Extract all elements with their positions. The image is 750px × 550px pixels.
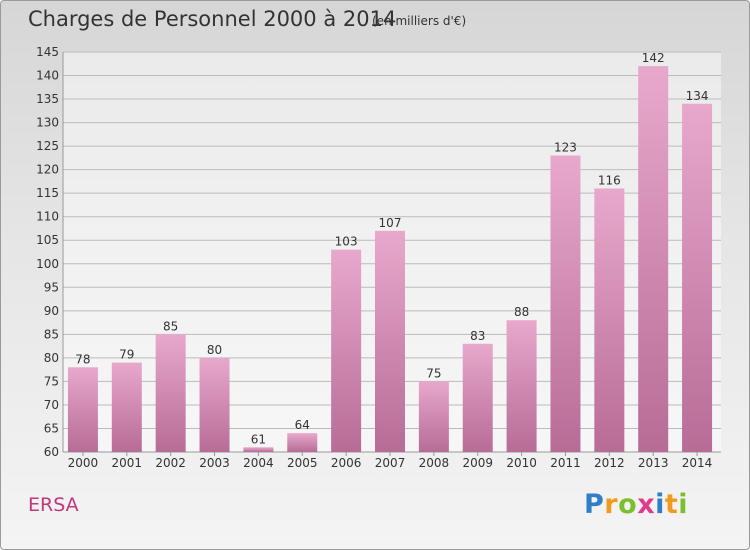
y-tick-label: 95 <box>44 280 59 294</box>
x-tick-label: 2008 <box>419 456 450 470</box>
y-tick-label: 85 <box>44 327 59 341</box>
data-label: 64 <box>295 418 310 432</box>
y-tick-label: 130 <box>36 116 59 130</box>
chart-subtitle: (en milliers d'€) <box>372 14 467 28</box>
data-label: 61 <box>251 432 266 446</box>
data-label: 88 <box>514 305 529 319</box>
y-tick-label: 105 <box>36 233 59 247</box>
x-tick-label: 2006 <box>331 456 362 470</box>
x-tick-label: 2002 <box>155 456 186 470</box>
logo-letter: P <box>584 489 605 520</box>
y-tick-label: 65 <box>44 421 59 435</box>
logo-letter: r <box>604 489 619 520</box>
data-label: 75 <box>426 366 441 380</box>
data-label: 79 <box>119 348 134 362</box>
data-label: 116 <box>598 173 621 187</box>
chart-title: Charges de Personnel 2000 à 2014 <box>28 7 397 31</box>
data-label: 103 <box>335 235 358 249</box>
y-tick-label: 125 <box>36 139 59 153</box>
logo-letter: t <box>664 489 679 520</box>
x-tick-label: 2003 <box>199 456 230 470</box>
data-label: 80 <box>207 343 222 357</box>
x-tick-label: 2014 <box>682 456 713 470</box>
bar <box>638 66 669 452</box>
data-label: 134 <box>686 89 709 103</box>
bar <box>67 367 98 452</box>
x-tick-label: 2009 <box>462 456 493 470</box>
logo-letter: x <box>637 489 656 520</box>
bar <box>375 230 405 452</box>
data-label: 123 <box>554 141 577 155</box>
bar <box>550 155 581 452</box>
data-label: 78 <box>75 352 90 366</box>
x-tick-label: 2007 <box>375 456 406 470</box>
bar <box>462 343 493 452</box>
logo-letter: i <box>655 489 665 520</box>
location-label: ERSA <box>28 494 79 516</box>
y-tick-label: 135 <box>36 92 59 106</box>
y-tick-label: 90 <box>44 304 59 318</box>
y-tick-label: 120 <box>36 163 59 177</box>
y-tick-label: 80 <box>44 351 59 365</box>
x-tick-label: 2013 <box>638 456 669 470</box>
bar <box>418 381 449 452</box>
logo-letter: o <box>618 489 638 520</box>
data-label: 142 <box>642 51 665 65</box>
x-tick-label: 2000 <box>68 456 99 470</box>
y-tick-label: 115 <box>36 186 59 200</box>
bar <box>243 447 274 452</box>
bar <box>155 334 186 452</box>
x-tick-label: 2011 <box>550 456 581 470</box>
x-tick-label: 2004 <box>243 456 274 470</box>
logo-letter: i <box>678 489 689 520</box>
bar <box>682 103 713 452</box>
y-tick-label: 140 <box>36 69 59 83</box>
y-tick-label: 70 <box>44 398 59 412</box>
y-tick-label: 100 <box>36 257 59 271</box>
data-label: 107 <box>379 216 402 230</box>
x-tick-label: 2005 <box>287 456 318 470</box>
data-label: 85 <box>163 319 178 333</box>
proxiti-logo: Proxiti <box>584 489 688 520</box>
bar <box>594 188 625 452</box>
y-tick-label: 110 <box>36 210 59 224</box>
y-tick-label: 60 <box>44 445 59 459</box>
bar <box>199 357 230 452</box>
bar <box>287 433 318 452</box>
y-tick-label: 75 <box>44 374 59 388</box>
data-label: 83 <box>470 329 485 343</box>
bar <box>331 249 362 452</box>
bar <box>506 320 537 452</box>
y-tick-label: 145 <box>36 45 59 59</box>
x-tick-label: 2001 <box>112 456 143 470</box>
x-tick-label: 2010 <box>506 456 537 470</box>
x-tick-label: 2012 <box>594 456 625 470</box>
bar <box>111 362 142 452</box>
